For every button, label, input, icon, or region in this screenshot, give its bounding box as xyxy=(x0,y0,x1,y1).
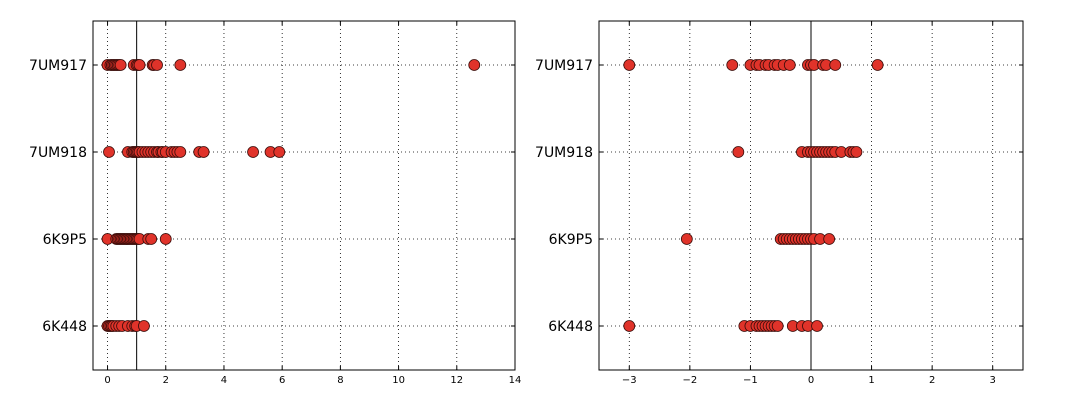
chart0-category-label: 7UM917 xyxy=(29,58,87,74)
chart0-point-6k9p5 xyxy=(145,233,158,245)
chart1-xtick-label: −1 xyxy=(743,375,758,386)
chart0-point-7um917 xyxy=(151,59,163,71)
chart0-point-7um918 xyxy=(103,146,115,158)
chart1-point-6k9p5 xyxy=(680,233,693,245)
chart0-xtick-label: 2 xyxy=(163,375,169,386)
chart0-category-label: 7UM918 xyxy=(29,145,87,161)
chart0-point-7um918 xyxy=(197,146,210,158)
chart1-point-7um917 xyxy=(623,59,636,71)
chart0-xtick-label: 0 xyxy=(104,375,110,386)
chart1-point-6k448 xyxy=(811,320,823,332)
chart1-xtick-label: 3 xyxy=(990,375,996,386)
chart0-xtick-label: 14 xyxy=(509,375,522,386)
chart1-plot-frame xyxy=(598,20,1024,371)
chart0-point-7um917 xyxy=(174,59,187,71)
right-panel: −3 −2 −1 0 1 2 3 7UM917 7UM918 6K9P5 6K448 xyxy=(535,20,1024,386)
chart0-xtick-label: 4 xyxy=(221,375,227,386)
chart0-point-6k9p5 xyxy=(159,233,172,245)
chart1-point-7um918 xyxy=(732,146,745,158)
chart0-xtick-label: 8 xyxy=(337,375,343,386)
chart1-category-label: 7UM918 xyxy=(535,145,593,161)
chart0-point-6k448 xyxy=(138,320,150,332)
chart0-category-label: 6K448 xyxy=(42,319,87,335)
chart0-plot-frame xyxy=(92,20,516,371)
chart0-xtick-label: 12 xyxy=(450,375,463,386)
chart0-point-7um917 xyxy=(468,59,481,71)
chart0-point-7um918 xyxy=(174,146,187,158)
chart1-xtick-label: 2 xyxy=(929,375,935,386)
left-panel: 0 2 4 6 8 10 12 14 7UM917 7UM918 6K9P5 6K448 xyxy=(29,20,522,386)
chart1-xtick-label: 0 xyxy=(808,375,814,386)
chart1-point-7um917 xyxy=(829,59,842,71)
chart1-point-6k448 xyxy=(623,320,636,332)
chart1-category-label: 6K9P5 xyxy=(549,232,593,248)
chart1-point-7um918 xyxy=(850,146,863,158)
chart0-xtick-label: 6 xyxy=(279,375,285,386)
chart1-point-6k9p5 xyxy=(823,233,836,245)
chart0-point-7um917 xyxy=(133,59,146,71)
chart1-category-label: 6K448 xyxy=(548,319,593,335)
chart0-point-7um918 xyxy=(247,146,259,158)
chart1-xtick-label: −3 xyxy=(622,375,637,386)
chart1-category-label: 7UM917 xyxy=(535,58,593,74)
chart1-point-7um917 xyxy=(726,59,739,71)
chart1-point-7um917 xyxy=(871,59,884,71)
chart0-point-7um917 xyxy=(114,59,127,71)
chart1-xtick-label: −2 xyxy=(682,375,697,386)
chart0-category-label: 6K9P5 xyxy=(43,232,87,248)
chart1-point-6k448 xyxy=(771,320,784,332)
chart1-point-7um917 xyxy=(783,59,796,71)
chart0-point-7um918 xyxy=(273,146,286,158)
chart1-xtick-label: 1 xyxy=(868,375,874,386)
chart0-xtick-label: 10 xyxy=(392,375,405,386)
